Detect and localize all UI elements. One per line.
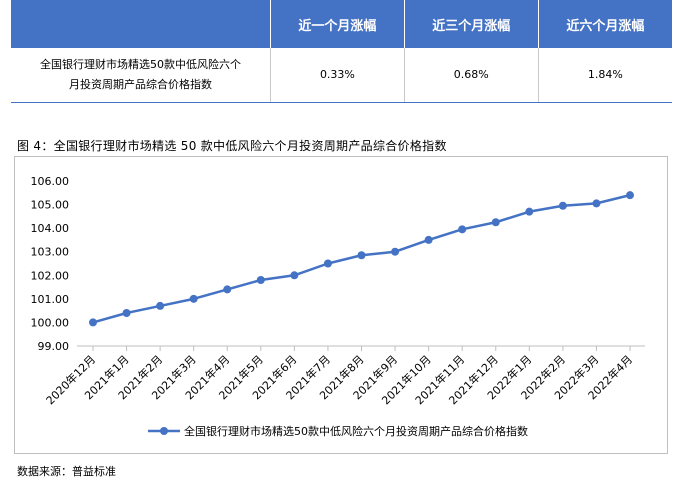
data-point [122,309,131,317]
data-source: 数据来源：普益标准 [17,465,116,478]
chart-frame [14,156,668,454]
data-point [290,271,299,280]
data-point [189,294,198,303]
y-tick-label: 102.00 [31,269,70,282]
data-point [592,199,601,208]
data-point [391,247,400,256]
data-point [558,201,567,210]
table-header-row: 近一个月涨幅 近三个月涨幅 近六个月涨幅 [11,0,672,48]
data-point [156,301,165,310]
table-cell-6m: 1.84% [537,48,672,103]
table-row-label: 全国银行理财市场精选50款中低风险六个 月投资周期产品综合价格指数 [11,48,271,103]
table-row-label-line-1: 全国银行理财市场精选50款中低风险六个 [40,58,241,71]
y-tick-label: 103.00 [31,246,70,259]
data-point [323,259,332,268]
table-header-3m: 近三个月涨幅 [403,0,539,48]
table-cell-3m: 0.68% [403,48,539,103]
table-header-blank [11,0,271,48]
data-point [89,318,97,327]
data-point [256,276,265,284]
y-tick-label: 104.00 [31,222,70,235]
data-point [525,207,534,216]
data-point [424,235,433,244]
data-point [223,285,232,294]
y-tick-label: 99.00 [38,340,70,353]
data-point [491,218,500,227]
legend-marker [160,427,168,435]
data-point [357,251,366,260]
figure-caption: 图 4：全国银行理财市场精选 50 款中低风险六个月投资周期产品综合价格指数 [17,139,447,153]
data-point [626,191,634,200]
table-header-1m: 近一个月涨幅 [270,0,405,48]
legend-label: 全国银行理财市场精选50款中低风险六个月投资周期产品综合价格指数 [184,424,528,438]
y-tick-label: 101.00 [31,293,70,306]
y-tick-label: 100.00 [31,316,70,329]
table-header-6m: 近六个月涨幅 [537,0,672,48]
table-row: 全国银行理财市场精选50款中低风险六个 月投资周期产品综合价格指数 0.33% … [11,48,672,103]
y-tick-label: 106.00 [31,175,70,188]
data-point [458,225,467,234]
summary-table: 近一个月涨幅 近三个月涨幅 近六个月涨幅 全国银行理财市场精选50款中低风险六个… [11,0,672,103]
table-cell-1m: 0.33% [270,48,405,103]
y-tick-label: 105.00 [31,199,70,212]
table-row-label-line-2: 月投资周期产品综合价格指数 [69,78,212,91]
